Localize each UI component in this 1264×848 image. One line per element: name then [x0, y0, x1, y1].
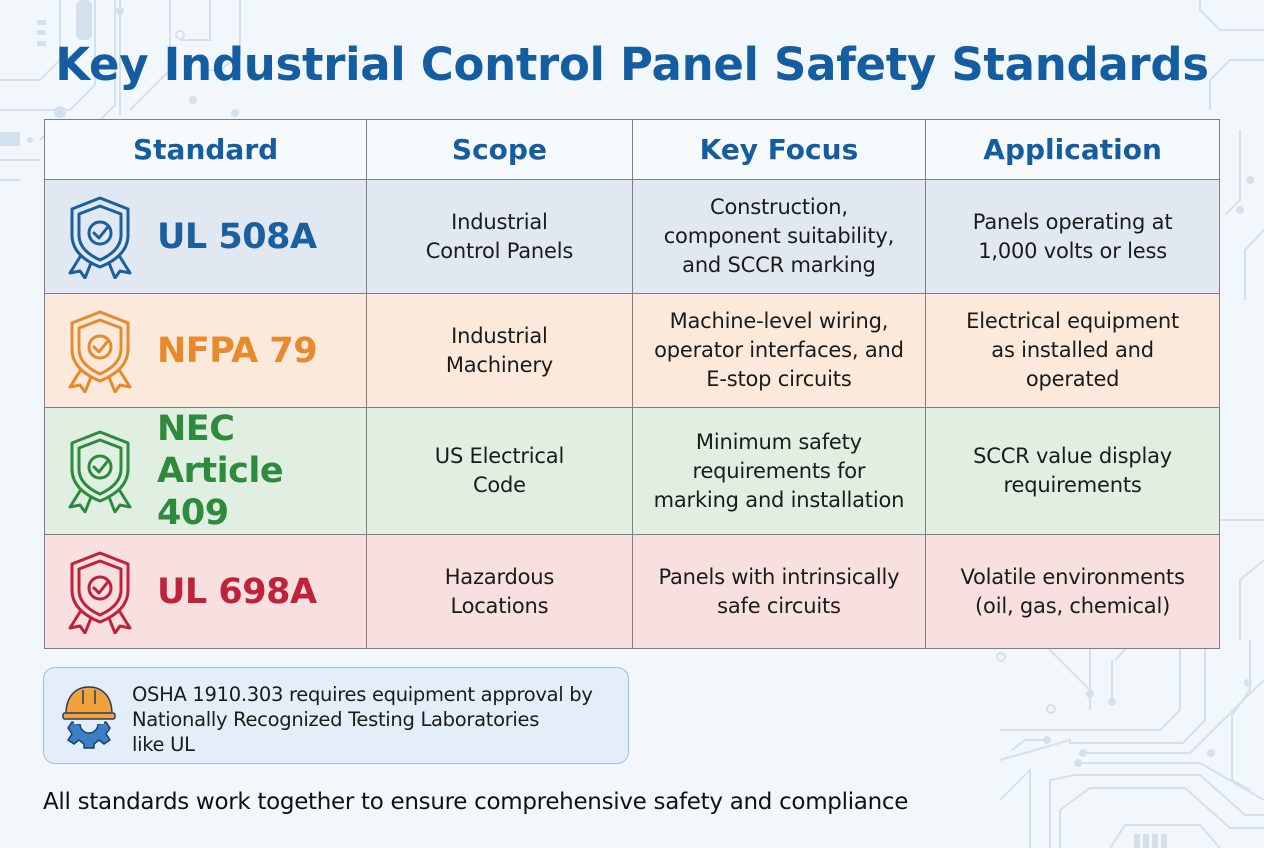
table-header-row: Standard Scope Key Focus Application	[43, 119, 1220, 180]
hard-hat-gear-icon	[62, 686, 116, 749]
standard-name: UL 698A	[157, 571, 317, 613]
standard-name-line: NEC	[157, 409, 235, 449]
focus-line: operator interfaces, and	[654, 338, 904, 362]
application-cell: SCCR value display requirements	[925, 407, 1220, 535]
standard-cell: UL 698A	[43, 534, 368, 649]
scope-line: Hazardous	[444, 564, 555, 589]
standard-name-line: Article 409	[157, 451, 284, 533]
key-focus-cell: Panels with intrinsically safe circuits	[631, 534, 927, 649]
application-line: requirements	[1003, 473, 1142, 497]
note-line: Nationally Recognized Testing Laboratori…	[132, 708, 540, 731]
key-focus-cell: Machine-level wiring, operator interface…	[631, 293, 927, 408]
focus-line: safe circuits	[717, 593, 841, 618]
note-line: OSHA 1910.303 requires equipment approva…	[132, 683, 593, 706]
header-application: Application	[925, 119, 1220, 180]
table-row: NFPA 79 Industrial Machinery Machine-lev…	[43, 293, 1220, 408]
shield-check-badge-icon	[68, 551, 132, 634]
application-line: Panels operating at	[972, 209, 1173, 234]
note-line: like UL	[132, 733, 195, 756]
header-key-focus: Key Focus	[631, 119, 927, 180]
focus-line: Construction,	[710, 195, 848, 219]
application-line: as installed and	[991, 338, 1154, 362]
application-line: Electrical equipment	[966, 309, 1179, 333]
header-standard: Standard	[43, 119, 368, 180]
scope-line: Machinery	[445, 352, 554, 377]
table-row: UL 508A Industrial Control Panels Constr…	[43, 179, 1220, 294]
standard-name: UL 508A	[157, 216, 317, 258]
scope-cell: Hazardous Locations	[366, 534, 633, 649]
table-row: NEC Article 409 US Electrical Code Minim…	[43, 407, 1220, 535]
key-focus-cell: Minimum safety requirements for marking …	[631, 407, 927, 535]
page-title: Key Industrial Control Panel Safety Stan…	[55, 38, 1209, 91]
application-line: (oil, gas, chemical)	[975, 593, 1171, 618]
application-line: operated	[1025, 367, 1120, 391]
standard-name: NFPA 79	[157, 330, 318, 372]
scope-line: Control Panels	[425, 238, 574, 263]
shield-check-badge-icon	[68, 196, 132, 279]
shield-check-badge-icon	[68, 430, 132, 513]
focus-line: Minimum safety	[695, 429, 862, 454]
focus-line: marking and installation	[653, 487, 905, 512]
table-row: UL 698A Hazardous Locations Panels with …	[43, 534, 1220, 649]
standard-name: NEC Article 409	[157, 408, 360, 534]
standard-cell: UL 508A	[43, 179, 368, 294]
standard-cell: NFPA 79	[43, 293, 368, 408]
application-line: Volatile environments	[960, 564, 1185, 589]
focus-line: component suitability,	[663, 224, 895, 248]
application-cell: Electrical equipment as installed and op…	[925, 293, 1220, 408]
shield-check-badge-icon	[68, 310, 132, 393]
standard-name-line: UL 508A	[157, 216, 317, 257]
standard-name-line: UL 698A	[157, 571, 317, 612]
focus-line: Panels with intrinsically	[658, 564, 900, 589]
application-cell: Panels operating at 1,000 volts or less	[925, 179, 1220, 294]
focus-line: E-stop circuits	[706, 367, 852, 391]
application-line: 1,000 volts or less	[978, 238, 1167, 263]
scope-line: US Electrical	[434, 444, 565, 468]
key-focus-cell: Construction, component suitability, and…	[631, 179, 927, 294]
focus-line: Machine-level wiring,	[669, 309, 889, 333]
scope-line: Industrial	[451, 209, 548, 234]
standards-table: Standard Scope Key Focus Application	[43, 119, 1220, 649]
osha-note-callout: OSHA 1910.303 requires equipment approva…	[43, 667, 629, 764]
application-cell: Volatile environments (oil, gas, chemica…	[925, 534, 1220, 649]
scope-cell: US Electrical Code	[366, 407, 633, 535]
scope-cell: Industrial Machinery	[366, 293, 633, 408]
header-scope: Scope	[366, 119, 633, 180]
focus-line: and SCCR marking	[682, 253, 876, 277]
scope-line: Code	[472, 473, 526, 497]
note-text: OSHA 1910.303 requires equipment approva…	[132, 682, 622, 757]
standard-cell: NEC Article 409	[43, 407, 368, 535]
footer-summary: All standards work together to ensure co…	[43, 789, 909, 815]
application-line: SCCR value display	[973, 444, 1173, 468]
focus-line: requirements for	[692, 458, 866, 483]
scope-cell: Industrial Control Panels	[366, 179, 633, 294]
scope-line: Industrial	[451, 323, 548, 348]
standard-name-line: NFPA 79	[157, 330, 318, 371]
scope-line: Locations	[450, 593, 549, 618]
